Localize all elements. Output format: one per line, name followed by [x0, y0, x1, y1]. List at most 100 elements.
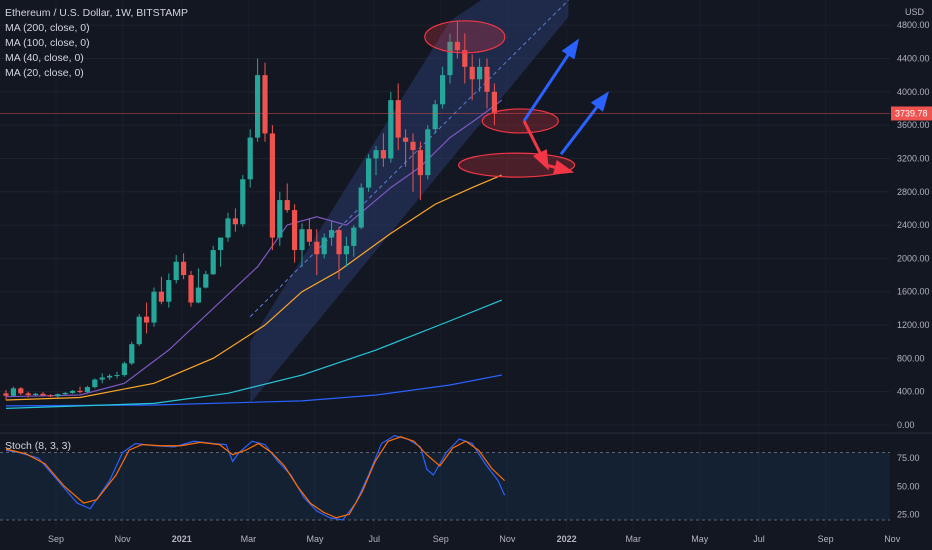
- last-price-badge: [891, 106, 932, 121]
- arrow-shaft: [522, 42, 578, 122]
- candle-body: [33, 393, 39, 396]
- candle: [99, 373, 105, 384]
- currency-label: USD: [905, 7, 925, 17]
- candle: [395, 83, 401, 151]
- candle: [188, 270, 194, 307]
- candle: [77, 386, 83, 394]
- candle-body: [25, 393, 31, 396]
- candle-body: [454, 41, 460, 51]
- symbol-title[interactable]: Ethereum / U.S. Dollar, 1W, BITSTAMP: [5, 7, 189, 19]
- candle: [210, 245, 216, 276]
- candle: [477, 58, 483, 92]
- candle: [462, 33, 468, 84]
- candle-body: [462, 50, 468, 67]
- candle: [107, 374, 113, 381]
- candle-body: [210, 250, 216, 275]
- candle: [240, 175, 246, 227]
- candle-body: [136, 316, 142, 345]
- candle: [410, 133, 416, 192]
- price-tick: 4400.00: [897, 53, 930, 63]
- candle-body: [166, 280, 172, 302]
- candle: [469, 54, 475, 101]
- candle-body: [358, 187, 364, 228]
- candle: [225, 212, 231, 242]
- stoch-line-K: [5, 434, 506, 521]
- candle: [343, 236, 349, 267]
- candle: [277, 191, 283, 246]
- candle-body: [99, 377, 105, 380]
- candle: [484, 58, 490, 109]
- stoch-band-fill: [0, 452, 890, 520]
- candle: [70, 390, 76, 394]
- price-axis[interactable]: USD 4800.00 4400.00 4000.00 3600.00 3200.00 28…: [0, 0, 932, 530]
- candle-body: [151, 291, 157, 323]
- candle-body: [395, 100, 401, 138]
- arrow-head: [590, 91, 610, 112]
- candle-body: [262, 75, 268, 134]
- candle-body: [107, 375, 113, 378]
- candle: [33, 392, 39, 397]
- candle: [284, 183, 290, 213]
- candle-body: [380, 150, 386, 159]
- candle-body: [77, 390, 83, 393]
- candle-body: [92, 379, 98, 388]
- candle-body: [314, 241, 320, 255]
- candle: [417, 141, 423, 201]
- candle: [336, 226, 342, 280]
- candle: [218, 237, 224, 267]
- highlight-ellipse: [424, 20, 506, 54]
- ma-line-3: [5, 99, 503, 398]
- price-tick: 0.00: [897, 420, 915, 430]
- ma40-label[interactable]: MA (40, close, 0): [5, 52, 84, 64]
- candle-body: [247, 137, 253, 180]
- candle: [40, 392, 46, 397]
- candle-body: [181, 261, 187, 276]
- candle: [158, 276, 164, 305]
- last-price-label: 3739.78: [895, 108, 928, 118]
- price-tick: 1200.00: [897, 320, 930, 330]
- candle-body: [129, 344, 135, 364]
- candle-body: [70, 390, 76, 393]
- candle-body: [425, 129, 431, 176]
- candle: [136, 314, 142, 346]
- ma100-label[interactable]: MA (100, close, 0): [5, 37, 90, 49]
- candle-body: [477, 66, 483, 80]
- candle-body: [3, 393, 9, 396]
- candle: [255, 58, 261, 142]
- time-tick: Sep: [48, 534, 64, 544]
- candle-body: [366, 158, 372, 188]
- candle-body: [55, 394, 61, 397]
- candle-body: [292, 210, 298, 251]
- time-tick: Nov: [499, 534, 516, 544]
- candle-body: [432, 104, 438, 130]
- time-tick: Mar: [241, 534, 257, 544]
- stoch-label[interactable]: Stoch (8, 3, 3): [5, 440, 71, 452]
- time-tick: Jul: [753, 534, 765, 544]
- candle-body: [351, 227, 357, 246]
- ma-line-1: [5, 299, 503, 409]
- ma20-label[interactable]: MA (20, close, 0): [5, 67, 84, 79]
- ma200-label[interactable]: MA (200, close, 0): [5, 22, 90, 34]
- candle-body: [203, 274, 209, 288]
- time-axis[interactable]: Sep Nov 2021 Mar May Jul Sep Nov 2022 Mar May Jul Se…: [0, 530, 932, 550]
- candle: [373, 145, 379, 176]
- candle: [262, 62, 268, 142]
- price-axis-bg: [890, 0, 932, 530]
- candle-body: [403, 137, 409, 142]
- candle: [47, 394, 53, 398]
- candle-body: [373, 150, 379, 159]
- candle-body: [84, 387, 90, 393]
- candle-body: [417, 150, 423, 176]
- candle-body: [269, 133, 275, 238]
- candle: [388, 91, 394, 163]
- time-axis-bg: [0, 530, 932, 550]
- candle-body: [284, 200, 290, 211]
- candle: [447, 33, 453, 84]
- candle-body: [18, 388, 24, 394]
- time-tick: 2022: [557, 534, 577, 544]
- candle-body: [225, 218, 231, 238]
- arrow-head: [533, 149, 549, 171]
- price-tick: 3600.00: [897, 120, 930, 130]
- stoch-tick: 75.00: [897, 453, 920, 463]
